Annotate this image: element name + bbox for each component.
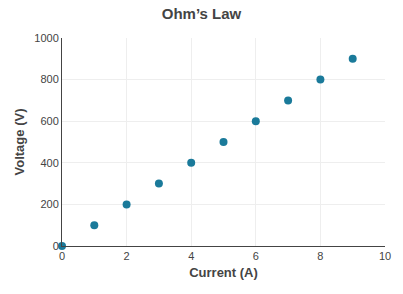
- svg-text:1000: 1000: [34, 32, 58, 44]
- svg-text:Ohm’s Law: Ohm’s Law: [162, 5, 242, 22]
- svg-text:6: 6: [253, 250, 259, 262]
- svg-text:4: 4: [188, 250, 194, 262]
- svg-text:10: 10: [379, 250, 391, 262]
- svg-text:2: 2: [124, 250, 130, 262]
- svg-text:Voltage (V): Voltage (V): [12, 109, 27, 176]
- svg-text:8: 8: [317, 250, 323, 262]
- svg-text:0: 0: [59, 250, 65, 262]
- svg-text:400: 400: [40, 157, 58, 169]
- svg-text:800: 800: [40, 73, 58, 85]
- svg-text:0: 0: [53, 240, 59, 252]
- svg-text:200: 200: [40, 198, 58, 210]
- svg-text:Current (A): Current (A): [189, 265, 258, 280]
- svg-text:600: 600: [40, 115, 58, 127]
